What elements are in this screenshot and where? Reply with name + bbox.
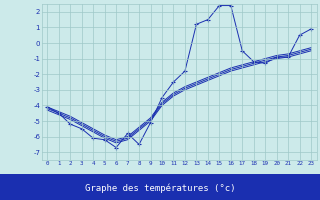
Text: Graphe des températures (°c): Graphe des températures (°c) [85, 184, 235, 193]
